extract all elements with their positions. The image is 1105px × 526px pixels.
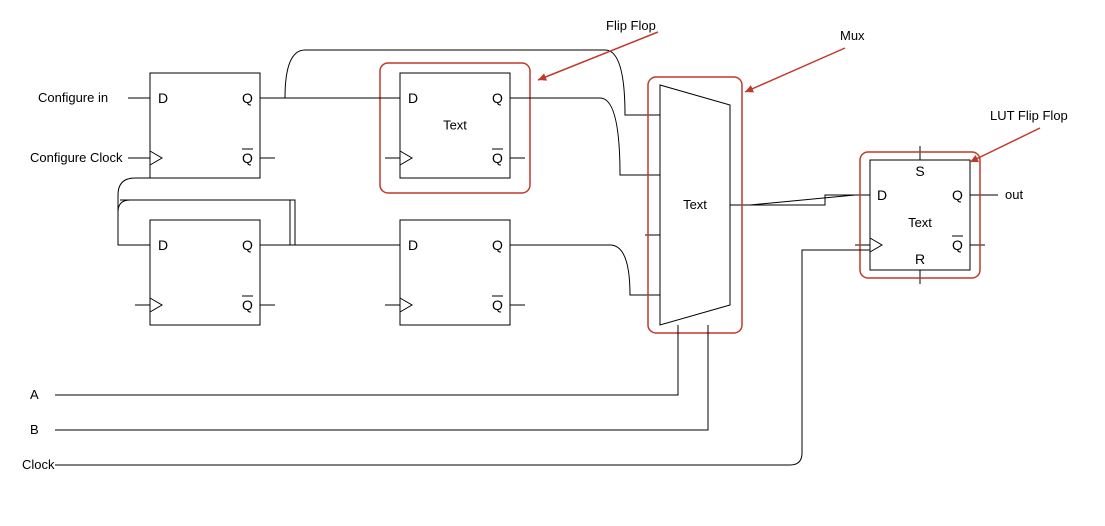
annotation-mux: Mux (840, 28, 865, 43)
svg-text:Q: Q (492, 237, 503, 253)
annotation-flipflop: Flip Flop (606, 18, 656, 33)
svg-text:D: D (408, 237, 418, 253)
svg-text:S: S (915, 163, 924, 179)
flipflop-center-text: Text (443, 118, 467, 133)
svg-text:Q: Q (952, 237, 963, 253)
lutff-center-text: Text (908, 215, 932, 230)
label-out: out (1005, 187, 1023, 202)
label-A: A (30, 387, 39, 402)
label-B: B (30, 422, 39, 437)
annotation-lutff: LUT Flip Flop (990, 108, 1068, 123)
svg-text:D: D (408, 90, 418, 106)
label-configure_clock: Configure Clock (30, 150, 123, 165)
mux-center-text: Text (683, 197, 707, 212)
svg-text:Q: Q (492, 90, 503, 106)
svg-text:D: D (158, 237, 168, 253)
svg-text:Q: Q (952, 187, 963, 203)
svg-text:Q: Q (242, 237, 253, 253)
svg-text:Q: Q (492, 297, 503, 313)
label-Clock: Clock (22, 457, 55, 472)
svg-text:D: D (158, 90, 168, 106)
svg-text:R: R (915, 251, 925, 267)
svg-text:Q: Q (242, 90, 253, 106)
label-configure_in: Configure in (38, 90, 108, 105)
svg-text:Q: Q (492, 150, 503, 166)
svg-text:D: D (877, 187, 887, 203)
svg-text:Q: Q (242, 297, 253, 313)
svg-text:Q: Q (242, 150, 253, 166)
